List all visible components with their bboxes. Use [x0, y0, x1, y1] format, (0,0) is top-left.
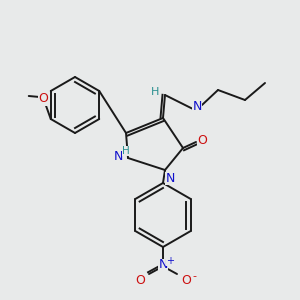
Text: +: + — [166, 256, 174, 266]
Text: H: H — [122, 146, 130, 156]
Text: O: O — [135, 274, 145, 286]
Text: O: O — [38, 92, 48, 106]
Text: -: - — [192, 271, 196, 281]
Text: N: N — [113, 151, 123, 164]
Text: O: O — [197, 134, 207, 146]
Text: N: N — [158, 259, 168, 272]
Text: O: O — [181, 274, 191, 286]
Text: N: N — [165, 172, 175, 184]
Text: H: H — [151, 87, 159, 97]
Text: N: N — [192, 100, 202, 113]
